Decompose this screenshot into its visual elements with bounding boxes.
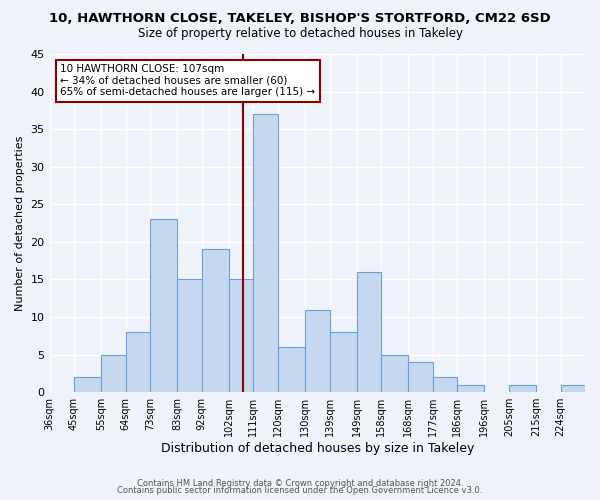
Bar (278, 347, 305, 392)
Bar (329, 332, 356, 392)
Bar (101, 354, 125, 392)
Bar (74, 377, 101, 392)
Bar (229, 280, 253, 392)
Bar (150, 220, 177, 392)
Bar (202, 250, 229, 392)
Text: Size of property relative to detached houses in Takeley: Size of property relative to detached ho… (137, 28, 463, 40)
Bar (177, 280, 202, 392)
Bar (509, 384, 536, 392)
Bar (457, 384, 484, 392)
Y-axis label: Number of detached properties: Number of detached properties (15, 136, 25, 311)
Bar (560, 384, 585, 392)
Bar (356, 272, 381, 392)
Bar (381, 354, 409, 392)
X-axis label: Distribution of detached houses by size in Takeley: Distribution of detached houses by size … (161, 442, 474, 455)
Bar (409, 362, 433, 392)
Text: 10 HAWTHORN CLOSE: 107sqm
← 34% of detached houses are smaller (60)
65% of semi-: 10 HAWTHORN CLOSE: 107sqm ← 34% of detac… (60, 64, 316, 98)
Bar (253, 114, 278, 392)
Bar (305, 310, 329, 392)
Bar (433, 377, 457, 392)
Bar (125, 332, 150, 392)
Text: Contains public sector information licensed under the Open Government Licence v3: Contains public sector information licen… (118, 486, 482, 495)
Text: 10, HAWTHORN CLOSE, TAKELEY, BISHOP'S STORTFORD, CM22 6SD: 10, HAWTHORN CLOSE, TAKELEY, BISHOP'S ST… (49, 12, 551, 26)
Text: Contains HM Land Registry data © Crown copyright and database right 2024.: Contains HM Land Registry data © Crown c… (137, 478, 463, 488)
